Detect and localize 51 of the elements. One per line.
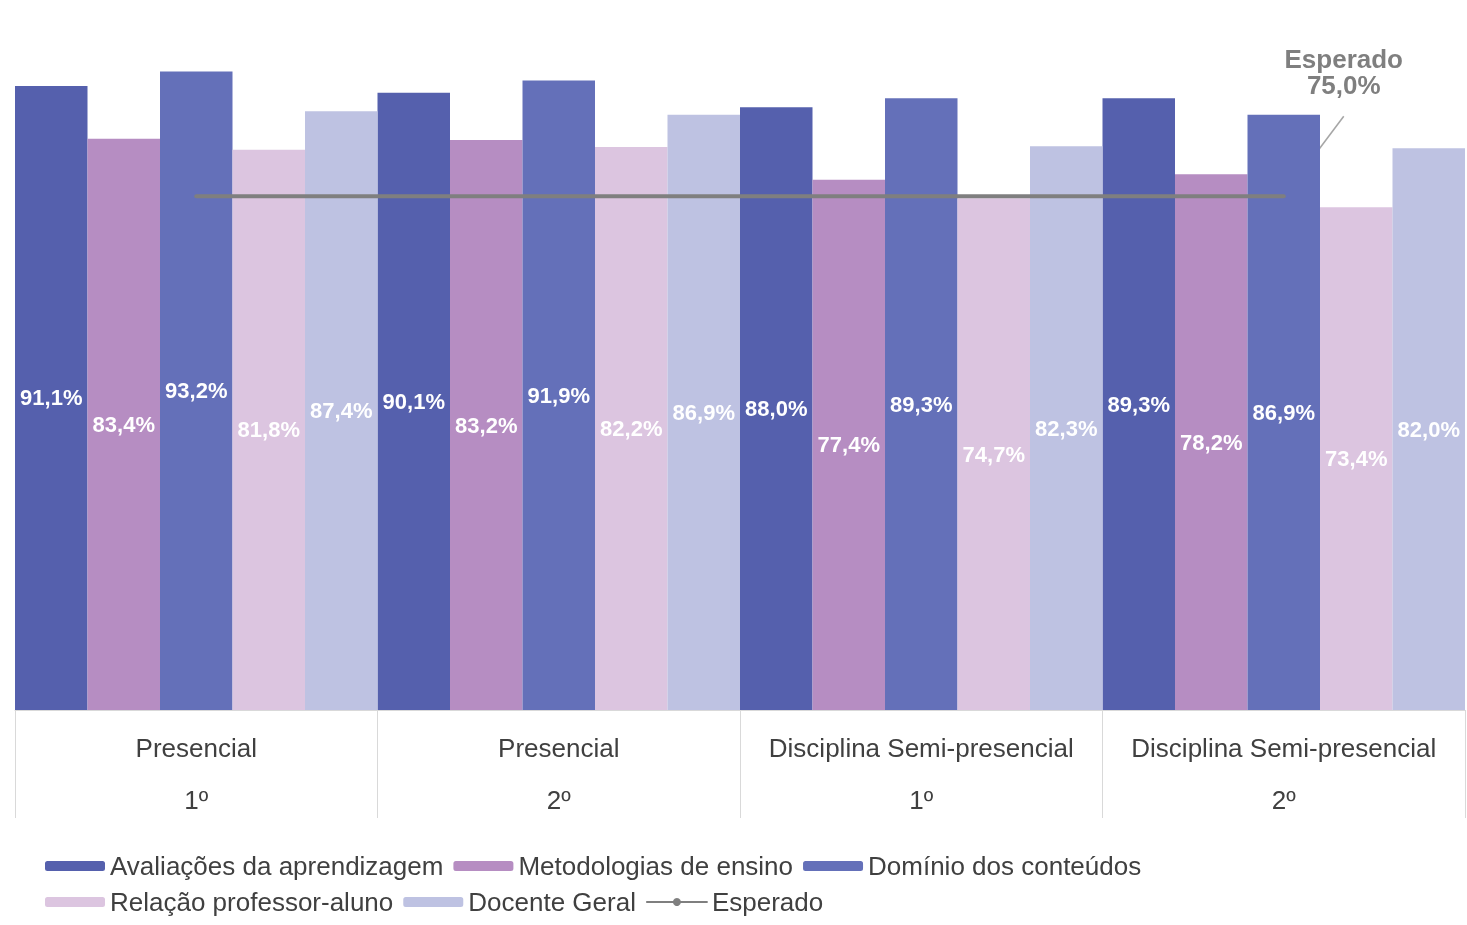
bar <box>450 140 523 710</box>
bar <box>87 138 160 710</box>
data-label: 86,9% <box>672 399 735 425</box>
data-label: 91,1% <box>20 385 83 411</box>
bar <box>885 98 958 710</box>
bar <box>740 107 813 710</box>
bar <box>1102 98 1175 710</box>
bar <box>1030 146 1103 710</box>
bar <box>595 146 668 710</box>
data-label: 90,1% <box>382 388 445 414</box>
data-label: 86,9% <box>1252 399 1315 425</box>
legend-label: Metodologias de ensino <box>518 851 794 881</box>
data-label: 83,2% <box>455 412 518 438</box>
data-label: 73,4% <box>1325 446 1388 472</box>
bar <box>1247 114 1320 710</box>
data-label: 89,3% <box>1107 391 1170 417</box>
bar <box>1175 174 1248 710</box>
x-tick-label: Disciplina Semi-presencial 2º <box>1131 733 1437 815</box>
x-tick-label: Presencial 1º <box>135 733 257 815</box>
data-label: 87,4% <box>310 398 373 424</box>
data-label: 78,2% <box>1180 429 1243 455</box>
annotation: Esperado 75,0% <box>1284 44 1403 101</box>
legend-label: Esperado <box>711 887 824 917</box>
data-label: 89,3% <box>890 391 953 417</box>
bar <box>667 114 740 710</box>
x-tick-label: Presencial 2º <box>498 733 620 815</box>
bar <box>522 80 595 710</box>
bar <box>1320 207 1393 710</box>
bar <box>160 71 233 710</box>
bar <box>305 111 378 710</box>
data-label: 82,3% <box>1035 415 1098 441</box>
legend-label: Domínio dos conteúdos <box>868 851 1142 881</box>
legend-label: Relação professor-aluno <box>110 887 394 917</box>
legend-label: Avaliações da aprendizagem <box>110 851 444 881</box>
data-label: 82,2% <box>600 415 663 441</box>
data-label: 91,9% <box>527 382 590 408</box>
bar <box>1392 148 1465 710</box>
data-label: 74,7% <box>962 441 1025 467</box>
bar <box>812 179 885 710</box>
data-label: 88,0% <box>745 396 808 422</box>
bar <box>957 198 1030 710</box>
data-label: 83,4% <box>92 411 155 437</box>
legend-label: Docente Geral <box>468 887 636 917</box>
data-label: 93,2% <box>165 378 228 404</box>
bar <box>15 85 88 710</box>
data-label: 82,0% <box>1397 416 1460 442</box>
x-tick-label: Disciplina Semi-presencial 1º <box>768 733 1074 815</box>
bar <box>377 92 450 710</box>
bar <box>232 149 305 710</box>
data-label: 77,4% <box>817 432 880 458</box>
data-label: 81,8% <box>237 417 300 443</box>
